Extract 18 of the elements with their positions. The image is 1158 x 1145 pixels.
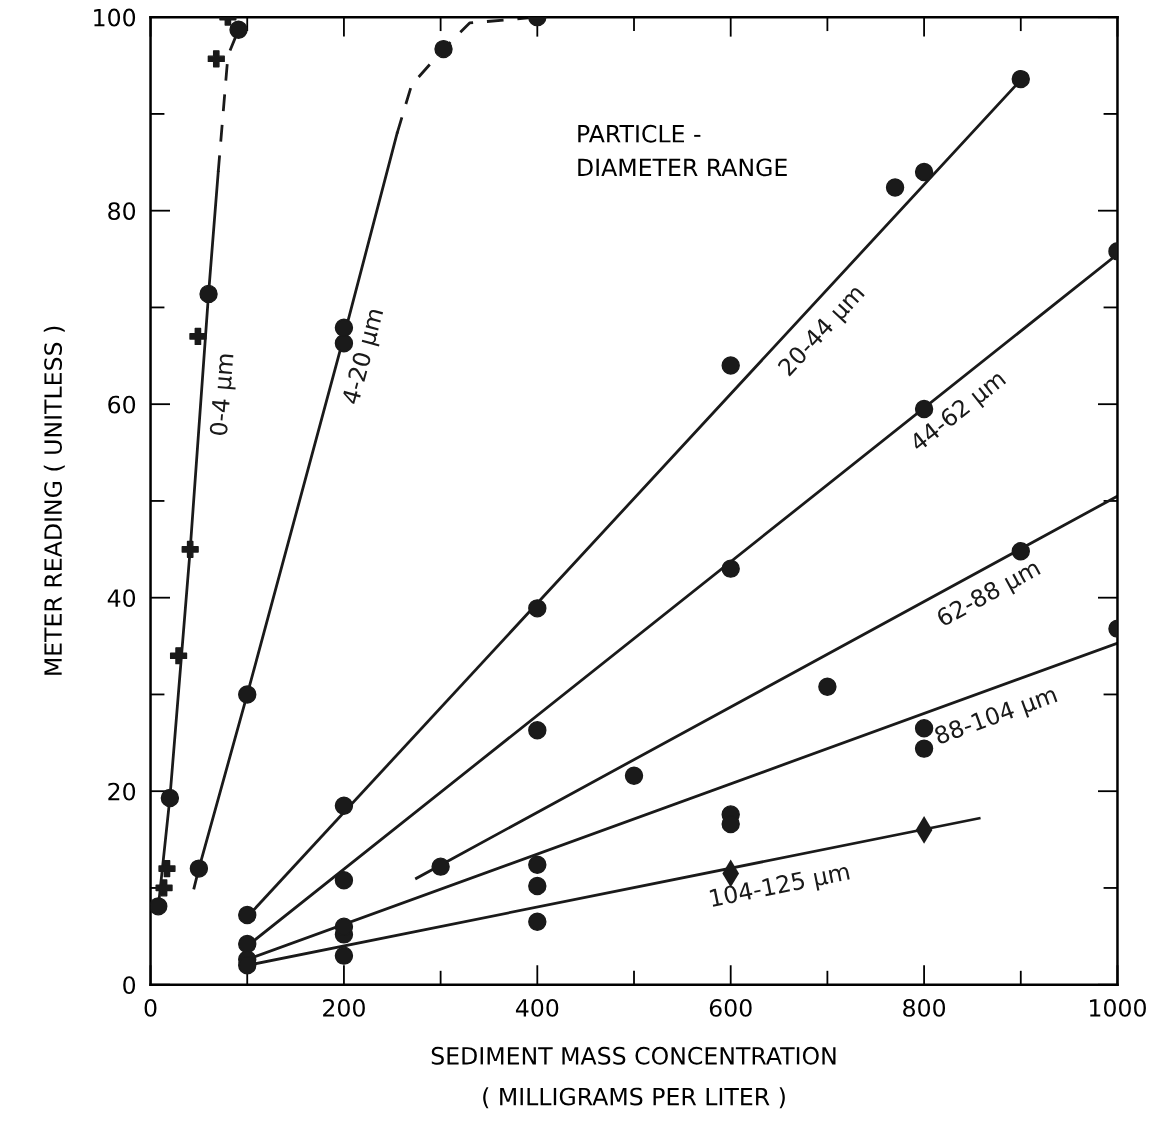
y-tick-label: 20 (108, 782, 136, 801)
x-tick-label: 800 (903, 999, 946, 1017)
y-tick-label: 60 (108, 395, 136, 414)
x-tick-label: 1000 (1090, 999, 1146, 1017)
annotation: PARTICLE - DIAMETER RANGE (578, 124, 787, 177)
y-tick-label: 80 (108, 202, 136, 220)
y-axis-title: METER READING ( UNITLESS ) (43, 326, 65, 675)
x-tick-label: 600 (709, 999, 752, 1017)
text: 104-125 μm (709, 862, 851, 912)
x-tick-label: 400 (515, 999, 559, 1017)
y-tick-label: 40 (107, 589, 136, 607)
y-tick-label: 100 (94, 8, 136, 27)
x-tick-label: 200 (323, 999, 365, 1017)
x-tick-label: 0 (144, 999, 157, 1017)
x-axis-title: SEDIMENT MASS CONCENTRATION ( MILLIGRAMS PER LITER ) (431, 1046, 836, 1109)
text: 4-20 μm (341, 307, 388, 407)
y-tick-label: 0 (123, 976, 136, 995)
text: 0-4 μm (209, 353, 239, 436)
